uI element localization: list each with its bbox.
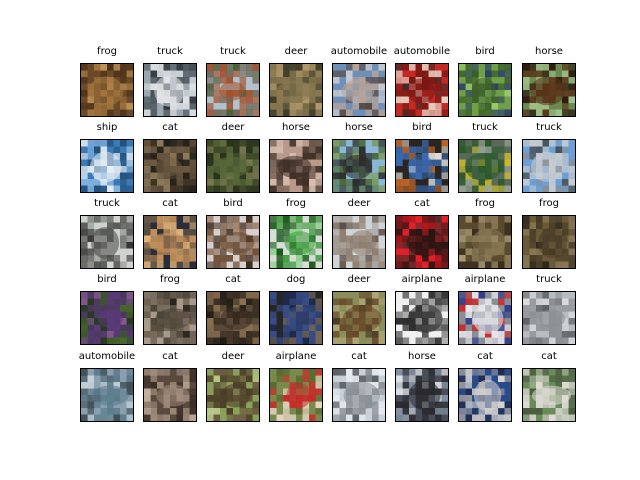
image-thumbnail	[206, 368, 260, 422]
image-pixels	[144, 64, 196, 116]
image-pixels	[270, 292, 322, 344]
image-pixels	[459, 216, 511, 268]
image-thumbnail	[458, 215, 512, 269]
image-pixels	[396, 292, 448, 344]
image-pixels	[459, 369, 511, 421]
image-label: cat	[502, 351, 596, 363]
image-thumbnail	[206, 291, 260, 345]
image-thumbnail	[269, 63, 323, 117]
image-thumbnail	[269, 368, 323, 422]
image-thumbnail	[80, 368, 134, 422]
image-pixels	[396, 64, 448, 116]
image-pixels	[144, 292, 196, 344]
image-thumbnail	[332, 139, 386, 193]
image-pixels	[270, 369, 322, 421]
image-pixels	[207, 64, 259, 116]
image-label: horse	[502, 46, 596, 58]
image-pixels	[81, 292, 133, 344]
image-thumbnail	[458, 139, 512, 193]
image-pixels	[396, 216, 448, 268]
image-pixels	[144, 140, 196, 192]
image-pixels	[523, 140, 575, 192]
image-thumbnail	[80, 291, 134, 345]
image-pixels	[523, 369, 575, 421]
image-pixels	[523, 216, 575, 268]
image-pixels	[81, 369, 133, 421]
image-thumbnail	[458, 63, 512, 117]
image-thumbnail	[80, 63, 134, 117]
image-thumbnail	[522, 368, 576, 422]
image-pixels	[333, 369, 385, 421]
image-pixels	[523, 64, 575, 116]
image-thumbnail	[395, 368, 449, 422]
image-pixels	[333, 140, 385, 192]
image-thumbnail	[143, 139, 197, 193]
image-label: frog	[502, 198, 596, 210]
image-thumbnail	[332, 368, 386, 422]
image-pixels	[459, 64, 511, 116]
image-pixels	[207, 369, 259, 421]
image-thumbnail	[332, 291, 386, 345]
image-pixels	[396, 140, 448, 192]
image-thumbnail	[143, 215, 197, 269]
image-label: truck	[502, 122, 596, 134]
image-pixels	[270, 140, 322, 192]
image-thumbnail	[522, 139, 576, 193]
image-thumbnail	[143, 63, 197, 117]
image-pixels	[81, 216, 133, 268]
image-thumbnail	[395, 215, 449, 269]
image-pixels	[333, 216, 385, 268]
image-pixels	[523, 292, 575, 344]
image-thumbnail	[395, 291, 449, 345]
image-thumbnail	[80, 139, 134, 193]
image-thumbnail	[395, 139, 449, 193]
image-thumbnail	[206, 215, 260, 269]
image-thumbnail	[522, 215, 576, 269]
image-pixels	[144, 216, 196, 268]
image-thumbnail	[332, 63, 386, 117]
image-thumbnail	[269, 215, 323, 269]
image-thumbnail	[206, 63, 260, 117]
image-thumbnail	[143, 368, 197, 422]
image-pixels	[81, 140, 133, 192]
image-pixels	[459, 140, 511, 192]
image-thumbnail	[269, 139, 323, 193]
image-pixels	[333, 292, 385, 344]
image-pixels	[333, 64, 385, 116]
image-thumbnail	[206, 139, 260, 193]
image-thumbnail	[332, 215, 386, 269]
image-pixels	[207, 216, 259, 268]
image-thumbnail	[522, 291, 576, 345]
image-thumbnail	[80, 215, 134, 269]
image-label: truck	[502, 274, 596, 286]
image-pixels	[81, 64, 133, 116]
image-thumbnail	[143, 291, 197, 345]
image-thumbnail	[458, 368, 512, 422]
image-pixels	[396, 369, 448, 421]
image-pixels	[459, 292, 511, 344]
image-pixels	[270, 64, 322, 116]
image-thumbnail	[522, 63, 576, 117]
image-pixels	[207, 292, 259, 344]
image-pixels	[207, 140, 259, 192]
image-thumbnail	[269, 291, 323, 345]
image-thumbnail	[395, 63, 449, 117]
image-thumbnail	[458, 291, 512, 345]
image-pixels	[270, 216, 322, 268]
image-pixels	[144, 369, 196, 421]
